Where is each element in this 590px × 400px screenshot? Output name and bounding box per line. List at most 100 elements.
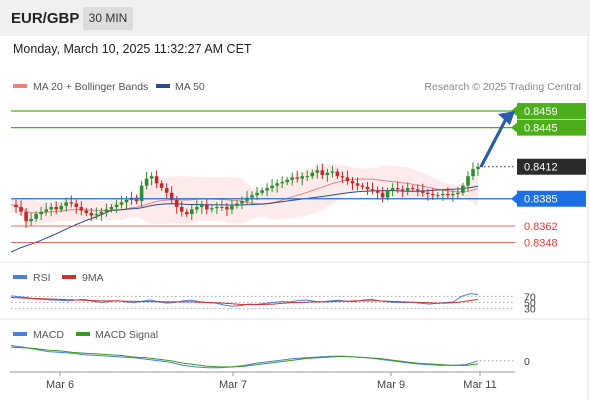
candle-body [310, 172, 315, 177]
candle-body [245, 197, 249, 202]
legend-swatch-macd [13, 332, 27, 336]
candle-body [215, 207, 219, 209]
level-label-support: 0.8362 [524, 221, 558, 233]
main-plot: 0.8459 0.8445 0.8385 0.8362 0.8348 0.8412 [10, 103, 586, 253]
candle-body [320, 170, 325, 175]
ma20-line [10, 178, 479, 214]
level-tag-resistance [517, 103, 586, 120]
legend-swatch-rsi [13, 275, 27, 279]
candle-body [270, 185, 274, 189]
candle-body [74, 203, 79, 208]
candle-body [174, 199, 179, 207]
forecast-arrow-head [498, 111, 515, 126]
candle-body [380, 192, 385, 198]
candle-body [400, 189, 405, 191]
candle-body [195, 207, 199, 210]
candle-body [431, 194, 435, 196]
timeframe-button[interactable]: 30 MIN [83, 7, 133, 30]
timestamp: Monday, March 10, 2025 11:32:27 AM CET [13, 42, 252, 56]
candle-body [54, 207, 58, 210]
candle-body [415, 189, 420, 191]
legend-label-ma20: MA 20 + Bollinger Bands [33, 81, 148, 93]
candle-body [461, 185, 465, 193]
candle-body [230, 205, 234, 210]
x-tick-label: Mar 11 [463, 379, 496, 391]
legend-label-ma50: MA 50 [175, 81, 205, 93]
x-tick-label: Mar 6 [46, 379, 74, 391]
level-label-resistance: 0.8445 [524, 123, 558, 135]
candle-body [325, 172, 330, 176]
candle-body [285, 179, 289, 183]
candle-body [200, 204, 204, 208]
candle-body [185, 211, 189, 215]
macd-plot: 0 [10, 345, 530, 369]
candle-body [190, 209, 194, 215]
candle-body [34, 214, 38, 219]
candle-body [205, 204, 209, 210]
candle-body [84, 210, 89, 213]
candle-body [365, 186, 370, 190]
candle-body [295, 177, 299, 179]
candle-body [395, 188, 400, 190]
candle-body [69, 202, 74, 204]
candle-body [159, 183, 164, 188]
candle-body [59, 205, 63, 210]
level-tag-pivot [517, 190, 586, 207]
candle-body [164, 188, 169, 193]
candle-body [235, 203, 239, 206]
candle-body [345, 177, 350, 181]
rsi-ma-line [10, 297, 479, 306]
candle-body [315, 170, 320, 173]
candle-body [134, 197, 139, 202]
candle-body [139, 185, 144, 202]
symbol-title: EUR/GBP [11, 10, 80, 27]
candle-body [410, 188, 415, 190]
current-price-label: 0.8412 [524, 162, 558, 174]
candle-body [466, 176, 470, 186]
candle-body [456, 192, 460, 194]
candle-body [476, 166, 480, 170]
legend-swatch-ma50 [156, 84, 170, 88]
level-label-resistance: 0.8459 [524, 106, 558, 118]
candle-body [240, 201, 244, 204]
candle-body [360, 185, 365, 187]
candle-body [119, 202, 124, 205]
candle-body [144, 178, 149, 186]
candle-body [471, 169, 475, 177]
candle-body [14, 204, 18, 208]
legend-label-macd-signal: MACD Signal [95, 329, 158, 341]
candle-body [99, 211, 104, 215]
macd-signal-line [10, 346, 479, 368]
x-tick-label: Mar 7 [219, 379, 247, 391]
legend-swatch-macd-signal [76, 332, 90, 336]
forecast-arrow-shaft [479, 116, 509, 168]
x-tick-label: Mar 9 [377, 379, 405, 391]
candle-body [350, 181, 355, 184]
candle-body [154, 176, 159, 184]
level-tag-pointer [511, 106, 517, 117]
candle-body [109, 207, 114, 210]
candle-body [79, 207, 84, 211]
candle-body [446, 194, 450, 196]
candle-body [104, 209, 109, 212]
rsi-tick-label: 70 [524, 291, 536, 303]
legend-label-macd: MACD [33, 329, 64, 341]
candle-body [375, 190, 380, 193]
candle-body [340, 176, 345, 178]
candle-body [335, 171, 340, 177]
candle-body [49, 207, 53, 210]
macd-tick-label: 0 [524, 356, 530, 368]
candle-body [330, 171, 335, 173]
candle-body [114, 204, 119, 208]
candle-body [370, 189, 375, 191]
rsi-tick-label: 50 [524, 298, 536, 310]
candle-body [390, 188, 395, 191]
candle-body [24, 211, 28, 222]
candle-body [220, 207, 224, 208]
candle-body [426, 192, 430, 194]
candle-body [265, 188, 269, 191]
candle-body [275, 183, 279, 186]
candle-body [441, 194, 445, 196]
candle-body [44, 209, 48, 212]
